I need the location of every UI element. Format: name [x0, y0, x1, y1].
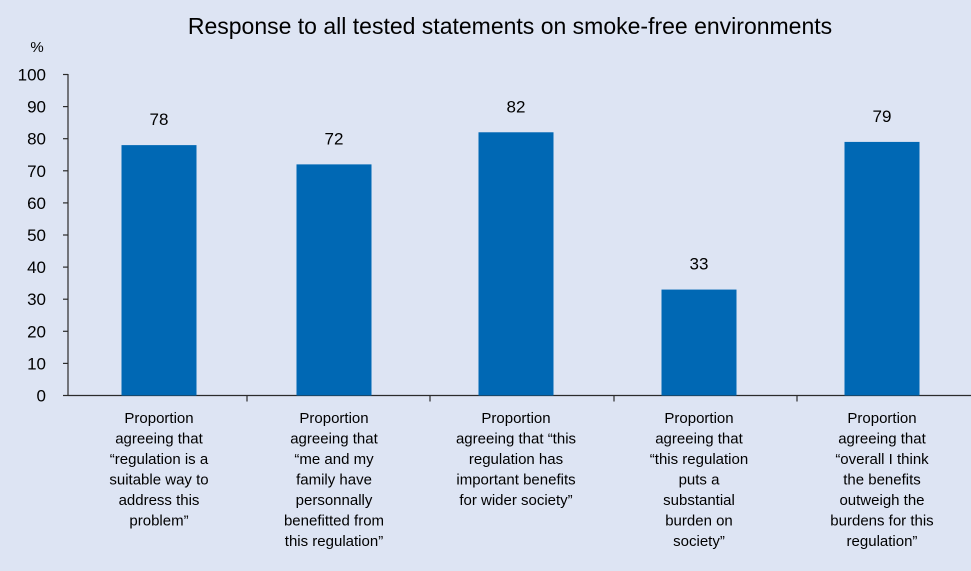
bar — [478, 132, 554, 396]
bar — [296, 164, 372, 396]
data-label: 78 — [150, 110, 169, 129]
chart-title: Response to all tested statements on smo… — [188, 13, 832, 39]
bar — [121, 145, 197, 396]
y-tick-label: 70 — [27, 162, 46, 181]
data-label: 33 — [690, 255, 709, 274]
y-tick-label: 10 — [27, 354, 46, 373]
category-label: Proportion agreeing that “this regulation p… — [650, 410, 748, 550]
category-label: Proportion agreeing that “this regulation … — [456, 410, 576, 509]
bar — [661, 289, 737, 396]
y-tick-label: 90 — [27, 98, 46, 117]
category-label: Proportion agreeing that “me and my family … — [284, 410, 384, 550]
data-label: 72 — [325, 129, 344, 148]
data-label: 82 — [507, 97, 526, 116]
y-tick-label: 50 — [27, 226, 46, 245]
data-label: 79 — [873, 107, 892, 126]
y-axis-unit-label: % — [30, 39, 43, 56]
y-tick-label: 40 — [27, 258, 46, 277]
y-tick-label: 30 — [27, 290, 46, 309]
bar — [844, 141, 920, 396]
x-axis — [68, 394, 971, 402]
y-axis: 0 10 20 30 40 50 60 70 80 90 100 — [18, 66, 69, 406]
y-tick-label: 20 — [27, 322, 46, 341]
y-tick-label: 100 — [18, 66, 46, 85]
data-labels: 78 72 82 33 79 — [150, 97, 892, 273]
y-tick-label: 60 — [27, 194, 46, 213]
category-label: Proportion agreeing that “overall I think t… — [830, 410, 933, 550]
bars — [121, 132, 920, 396]
y-tick-label: 0 — [37, 387, 46, 406]
y-tick-label: 80 — [27, 130, 46, 149]
